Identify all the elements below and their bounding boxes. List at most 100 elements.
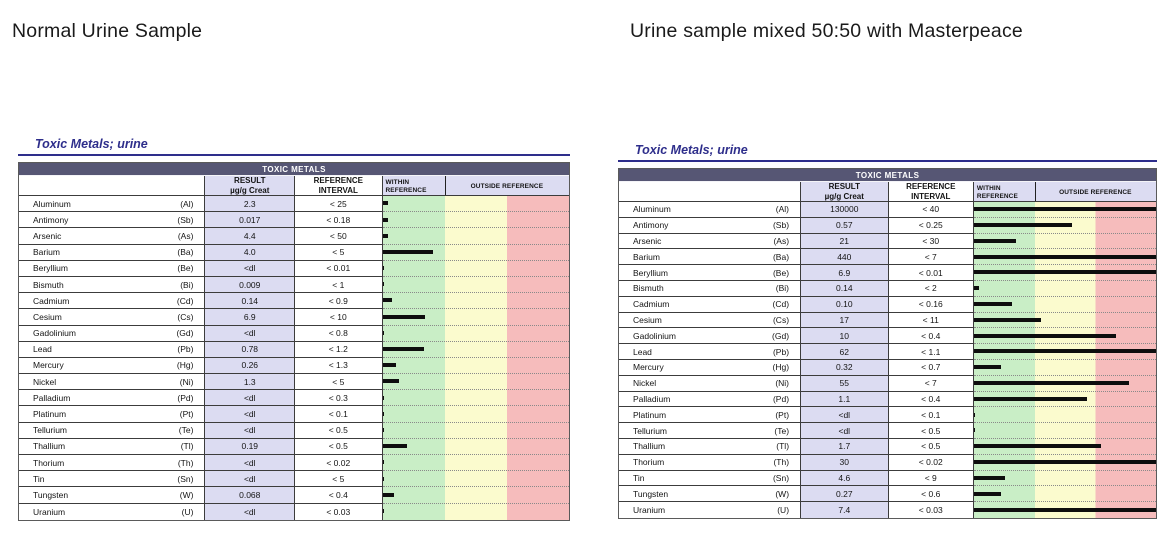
metal-name: Tungsten: [633, 488, 669, 499]
result-bar: [973, 349, 1156, 354]
header-chart-column: WITHIN REFERENCE OUTSIDE REFERENCE: [382, 176, 569, 196]
chart-cell: [973, 202, 1156, 218]
result-cell: 0.14: [801, 280, 889, 297]
title-rule: [618, 160, 1157, 162]
metal-name: Arsenic: [633, 235, 662, 246]
table-row: Tungsten (W) 0.068 < 0.4: [19, 487, 569, 504]
result-value: <dl: [243, 409, 256, 420]
result-value: 6.9: [838, 267, 851, 278]
chart-cell: [973, 280, 1156, 297]
metal-symbol: (Te): [178, 425, 194, 436]
result-cell: 1.3: [205, 374, 296, 391]
reference-value: < 0.7: [921, 362, 941, 373]
section-title: Toxic Metals; urine: [35, 137, 148, 151]
metal-symbol: (W): [179, 489, 194, 500]
result-value: 0.19: [241, 441, 259, 452]
table-row: Barium (Ba) 4.0 < 5: [19, 244, 569, 261]
reference-cell: < 0.5: [295, 438, 383, 455]
chart-cell: [973, 486, 1156, 503]
metal-symbol: (Cs): [772, 314, 790, 325]
metal-symbol: (Gd): [176, 328, 194, 339]
table-row: Mercury (Hg) 0.26 < 1.3: [19, 357, 569, 375]
reference-value: < 0.4: [921, 393, 941, 404]
result-cell: <dl: [205, 503, 296, 520]
result-cell: 1.7: [801, 438, 889, 455]
reference-value: < 0.5: [921, 441, 941, 452]
reference-cell: < 1.1: [888, 344, 974, 360]
result-bar: [973, 317, 1042, 322]
metal-symbol: (U): [777, 505, 790, 516]
reference-value: < 0.1: [921, 409, 941, 420]
result-cell: <dl: [205, 455, 296, 472]
right-report: Toxic Metals; urine TOXIC METALS RESULT …: [618, 143, 1157, 519]
header-chart-column: WITHIN REFERENCE OUTSIDE REFERENCE: [973, 182, 1156, 202]
metal-name: Bismuth: [33, 279, 64, 290]
result-cell: <dl: [205, 260, 296, 277]
metal-name: Barium: [33, 247, 60, 258]
left-panel-title: Normal Urine Sample: [12, 20, 203, 42]
table-row: Antimony (Sb) 0.017 < 0.18: [19, 212, 569, 229]
table-row: Cesium (Cs) 17 < 11: [619, 312, 1156, 329]
metal-symbol: (Sb): [772, 220, 790, 231]
result-value: 1.7: [838, 441, 851, 452]
reference-cell: < 0.6: [888, 486, 974, 503]
result-value: 0.14: [241, 295, 259, 306]
reference-cell: < 50: [295, 228, 383, 245]
reference-cell: < 5: [295, 244, 383, 261]
chart-cell: [382, 374, 569, 391]
reference-cell: < 0.02: [888, 454, 974, 471]
metal-name: Cesium: [33, 311, 62, 322]
reference-value: < 9: [924, 472, 937, 483]
reference-cell: < 0.4: [295, 487, 383, 504]
reference-cell: < 1: [295, 276, 383, 294]
metal-symbol: (As): [177, 230, 194, 241]
metal-symbol: (Ni): [179, 376, 194, 387]
result-cell: 4.6: [801, 470, 889, 487]
table-row: Aluminum (Al) 2.3 < 25: [19, 196, 569, 213]
right-panel-title: Urine sample mixed 50:50 with Masterpeac…: [630, 20, 1023, 42]
reference-value: < 7: [924, 378, 937, 389]
header-reference-line1: REFERENCE: [906, 182, 956, 192]
result-value: <dl: [838, 409, 851, 420]
chart-cell: [973, 423, 1156, 439]
reference-value: < 0.4: [328, 489, 348, 500]
table-row: Cadmium (Cd) 0.10 < 0.16: [619, 296, 1156, 313]
result-bar: [382, 476, 384, 481]
result-bar: [973, 270, 1156, 275]
reference-cell: < 0.4: [888, 328, 974, 345]
result-value: 0.068: [239, 489, 261, 500]
result-bar: [973, 222, 1073, 227]
result-value: 4.6: [838, 472, 851, 483]
result-value: 10: [839, 330, 850, 341]
result-value: <dl: [838, 425, 851, 436]
metal-symbol: (Be): [772, 267, 790, 278]
result-cell: <dl: [205, 422, 296, 439]
result-cell: 4.4: [205, 228, 296, 245]
result-value: 21: [839, 235, 850, 246]
metal-name: Gadolinium: [33, 328, 76, 339]
chart-cell: [382, 422, 569, 439]
chart-cell: [973, 249, 1156, 266]
result-bar: [382, 509, 384, 514]
result-bar: [973, 301, 1013, 306]
metal-symbol: (Te): [774, 425, 790, 436]
table-row: Uranium (U) <dl < 0.03: [19, 503, 569, 520]
result-value: 0.26: [241, 360, 259, 371]
header-result-line1: RESULT: [828, 182, 860, 192]
metal-name: Tungsten: [33, 489, 69, 500]
reference-cell: < 0.25: [888, 217, 974, 234]
header-reference-line1: REFERENCE: [313, 176, 363, 186]
result-value: 4.4: [243, 230, 256, 241]
chart-cell: [382, 293, 569, 310]
result-value: <dl: [243, 473, 256, 484]
reference-value: < 0.6: [921, 488, 941, 499]
reference-cell: < 0.1: [295, 406, 383, 423]
result-value: 7.4: [838, 505, 851, 516]
chart-cell: [973, 328, 1156, 345]
metal-symbol: (Bi): [180, 279, 194, 290]
table-row: Barium (Ba) 440 < 7: [619, 249, 1156, 266]
chart-cell: [382, 212, 569, 229]
metal-name: Palladium: [33, 392, 71, 403]
header-metal-column: [619, 182, 802, 202]
metal-name: Nickel: [33, 376, 57, 387]
